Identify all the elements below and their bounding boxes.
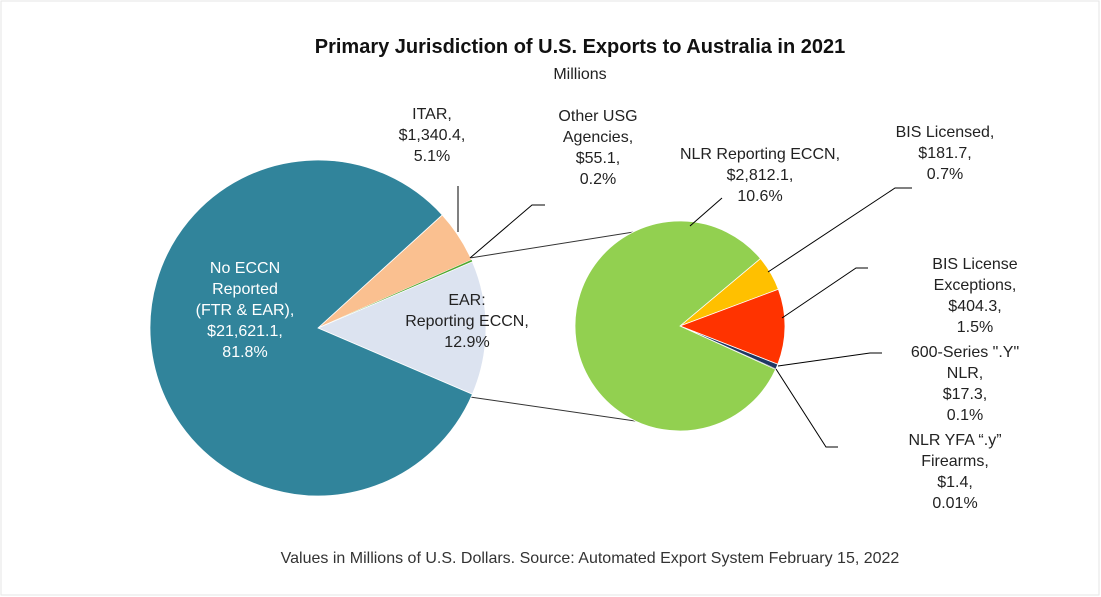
percent-label: 5.1%: [413, 148, 451, 165]
percent-label: 12.9%: [444, 334, 490, 351]
data-label: BIS License Exceptions, $404.3, 1.5%: [912, 254, 1038, 338]
amount-label: $55.1,: [575, 150, 621, 167]
pie-slice: [316, 261, 487, 395]
category: BIS License Exceptions,: [932, 256, 1018, 294]
category: NLR Reporting ECCN,: [679, 146, 841, 163]
percent-label: 0.01%: [932, 495, 978, 512]
leader-line: [781, 267, 868, 319]
category: Other USG Agencies,: [558, 108, 638, 146]
percent-label: 1.5%: [956, 319, 994, 336]
percent-label: 10.6%: [737, 188, 783, 205]
percent-label: 0.7%: [926, 166, 964, 183]
percent-label: 0.1%: [946, 407, 984, 424]
amount-label: $181.7,: [918, 145, 972, 162]
category: NLR YFA “.y” Firearms,: [908, 432, 1002, 470]
amount-label: $21,621.1,: [207, 323, 283, 340]
data-label: No ECCN Reported (FTR & EAR), $21,621.1, 8…: [196, 258, 295, 363]
data-label: EAR: Reporting ECCN, 12.9%: [405, 290, 529, 353]
percent-label: 0.2%: [579, 171, 617, 188]
data-label: 600-Series ".Y" NLR, $17.3, 0.1%: [897, 342, 1033, 426]
amount-label: $2,812.1,: [726, 167, 794, 184]
category: 600-Series ".Y" NLR,: [910, 344, 1020, 382]
leader-line: [775, 368, 838, 448]
footnote: Values in Millions of U.S. Dollars. Sour…: [280, 550, 900, 567]
percent-label: 81.8%: [222, 344, 268, 361]
pie-slice: [678, 288, 786, 365]
data-label: BIS Licensed, $181.7, 0.7%: [896, 122, 995, 185]
pie-slice: [318, 259, 473, 328]
data-label: NLR Reporting ECCN, $2,812.1, 10.6%: [680, 144, 840, 207]
leader-line: [767, 187, 912, 273]
amount-label: $1,340.4,: [398, 127, 466, 144]
chart-subtitle: Millions: [553, 66, 607, 83]
category: EAR: Reporting ECCN,: [405, 292, 529, 330]
data-label: NLR YFA “.y” Firearms, $1.4, 0.01%: [882, 430, 1028, 514]
amount-label: $17.3,: [942, 386, 988, 403]
pie-slice: [149, 159, 473, 497]
pie-slice: [574, 220, 777, 432]
leader-line: [469, 204, 545, 259]
category: ITAR,: [412, 106, 452, 123]
data-label: ITAR, $1,340.4, 5.1%: [399, 104, 466, 167]
data-label: Other USG Agencies, $55.1, 0.2%: [558, 106, 637, 190]
amount-label: $404.3,: [948, 298, 1002, 315]
category: No ECCN Reported (FTR & EAR),: [195, 260, 295, 319]
leader-line: [777, 352, 882, 367]
category: BIS Licensed,: [895, 124, 995, 141]
chart-title: Primary Jurisdiction of U.S. Exports to …: [314, 36, 846, 58]
leader-line: [689, 197, 723, 227]
amount-label: $1.4,: [937, 474, 973, 491]
